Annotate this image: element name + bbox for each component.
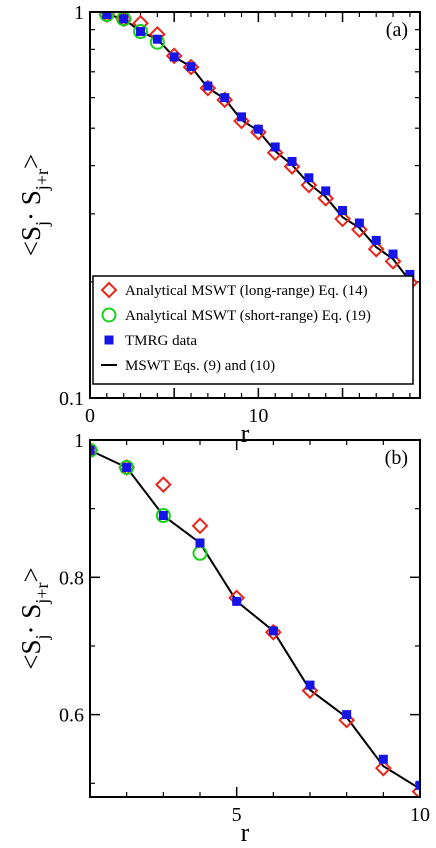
diamond-marker — [154, 476, 172, 494]
diamond-marker — [266, 144, 284, 162]
square-marker — [186, 62, 196, 72]
y-tick-label: 1 — [74, 430, 84, 452]
diamond-marker — [191, 517, 209, 535]
diamond-marker — [300, 176, 318, 194]
circle-marker — [133, 24, 149, 40]
square-marker — [232, 596, 242, 606]
plot-frame — [89, 11, 421, 399]
diamond-marker — [374, 759, 392, 777]
square-marker — [119, 14, 129, 24]
diamond-marker — [90, 441, 99, 459]
x-axis-label: r — [241, 419, 250, 448]
mswt-line — [90, 449, 420, 790]
square-marker — [270, 142, 280, 152]
square-marker — [354, 218, 364, 228]
legend-entry: Analytical MSWT (short-range) Eq. (19) — [125, 308, 371, 324]
square-marker — [304, 173, 314, 183]
diamond-marker — [233, 112, 250, 130]
square-marker — [122, 462, 132, 472]
diamond-marker — [216, 91, 234, 109]
panel-a: 0 10 0.1 1 (a) r <Sj· Sj+r> Analytical MSWT (lo… — [16, 2, 421, 448]
legend-entry: TMRG data — [125, 333, 197, 349]
legend-circle-marker — [101, 307, 117, 323]
square-marker — [405, 269, 415, 279]
circle-marker — [155, 508, 171, 524]
x-axis-label: r — [241, 818, 250, 847]
diamond-marker — [411, 783, 420, 797]
legend-entry: MSWT Eqs. (9) and (10) — [125, 358, 275, 374]
square-marker — [158, 511, 168, 521]
circle-marker — [119, 459, 135, 475]
y-axis-label-part: > — [16, 567, 46, 582]
y-axis-label-part: j+r — [32, 583, 52, 605]
square-marker — [338, 206, 348, 216]
square-marker — [305, 680, 315, 690]
diamond-marker — [367, 240, 385, 258]
y-tick-label: 0.6 — [59, 705, 84, 727]
diamond-marker — [317, 189, 335, 207]
diamond-marker — [165, 47, 183, 65]
legend-diamond-marker — [100, 281, 118, 299]
y-axis-label-part: j — [32, 221, 52, 227]
diamond-marker — [334, 210, 351, 228]
diamond-marker — [283, 158, 301, 175]
y-axis-label: <Sj· Sj+r> — [16, 567, 52, 669]
y-axis-label-part: > — [16, 154, 46, 169]
square-marker — [102, 12, 112, 20]
diamond-marker — [249, 123, 267, 141]
x-tick-label: 10 — [410, 804, 430, 826]
square-marker — [237, 112, 247, 122]
square-marker — [321, 186, 331, 196]
square-marker — [268, 626, 278, 636]
square-marker — [195, 538, 205, 548]
diamond-marker — [301, 682, 319, 700]
square-marker — [203, 81, 213, 91]
x-tick-label: 10 — [248, 405, 268, 427]
square-marker — [136, 27, 146, 37]
y-axis-label-part: <S — [16, 639, 46, 669]
legend: Analytical MSWT (long-range) Eq. (14) Ana… — [92, 275, 414, 385]
y-axis-label: <Sj· Sj+r> — [16, 154, 52, 256]
diamond-marker — [350, 221, 368, 239]
circle-marker — [99, 12, 115, 23]
diamond-marker — [199, 79, 217, 97]
diamond-marker — [264, 623, 282, 641]
diamond-marker — [182, 58, 200, 76]
panel-b: 5 10 0.6 0.8 1 (b) r <Sj· Sj+r> — [16, 430, 430, 847]
square-marker — [152, 34, 162, 44]
diamond-marker — [384, 252, 402, 270]
circle-marker — [90, 442, 98, 458]
plot-area — [90, 441, 420, 797]
y-axis-label-part: <S — [16, 226, 46, 256]
plot-frame — [89, 439, 421, 798]
square-marker — [287, 156, 297, 166]
y-axis-label-part: j — [32, 634, 52, 640]
square-marker — [220, 93, 230, 103]
square-marker — [415, 780, 420, 790]
square-marker — [371, 235, 381, 245]
y-tick-label: 1 — [74, 2, 84, 24]
x-tick-label: 0 — [85, 405, 95, 427]
plot-area — [98, 12, 419, 292]
y-axis-label-part: · S — [16, 604, 46, 635]
square-marker — [388, 249, 398, 259]
legend-box — [92, 275, 414, 385]
x-tick-label: 5 — [232, 804, 242, 826]
y-tick-label: 0.1 — [59, 388, 84, 410]
panel-label: (b) — [385, 447, 408, 469]
square-marker — [253, 124, 263, 134]
square-marker — [169, 52, 179, 62]
y-tick-label: 0.8 — [59, 567, 84, 589]
y-axis-label-part: · S — [16, 190, 46, 221]
y-axis-label-part: j+r — [32, 169, 52, 191]
legend-entry: Analytical MSWT (long-range) Eq. (14) — [125, 283, 368, 299]
square-marker — [378, 754, 388, 764]
legend-square-marker — [104, 335, 114, 345]
panel-label: (a) — [386, 19, 408, 41]
square-marker — [342, 710, 352, 720]
diamond-marker — [338, 711, 356, 729]
square-marker — [90, 445, 95, 455]
